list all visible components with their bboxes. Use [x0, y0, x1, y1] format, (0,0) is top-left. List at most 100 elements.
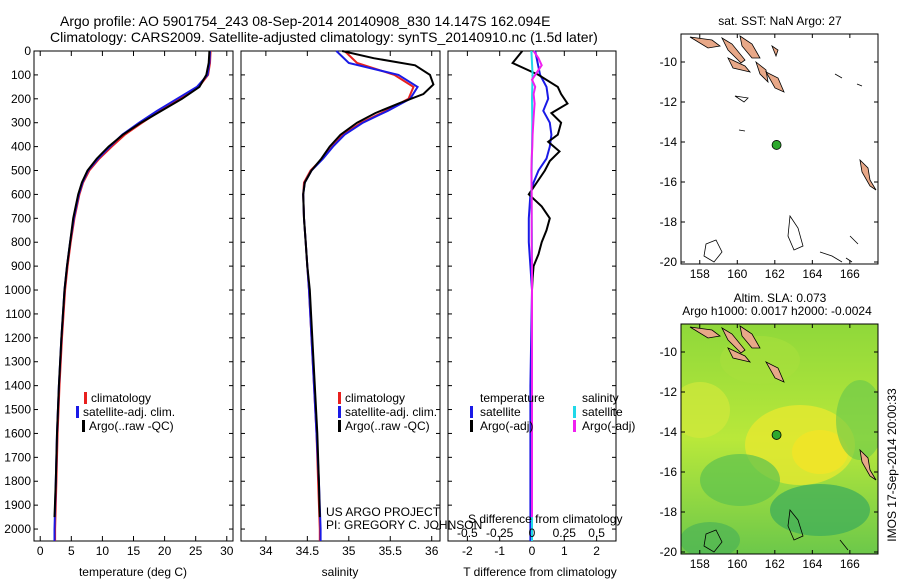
y-tick-label: 600	[11, 187, 31, 201]
x-tick-label: 0	[529, 544, 536, 558]
x-tick-label: 1	[561, 544, 568, 558]
sla-map-title: Altim. SLA: 0.073	[734, 291, 827, 305]
legend-label-climatology: climatology	[345, 391, 405, 405]
y-tick-label: 1100	[5, 307, 31, 321]
x-tick-label: 34	[259, 544, 273, 558]
y-tick-label: 300	[11, 116, 31, 130]
y-tick-label: 100	[11, 68, 31, 82]
t-difference-axis-label: T difference from climatology	[463, 565, 617, 579]
legend-title-temperature: temperature	[480, 391, 545, 405]
x-tick-label: 162	[765, 267, 785, 281]
x-tick-label: 166	[840, 267, 860, 281]
temperature-legend: climatology satellite-adj. clim. Argo(..…	[76, 391, 175, 433]
y-tick-label: -20	[660, 255, 678, 269]
x-tick-label: 5	[68, 544, 75, 558]
y-tick-label: 0	[24, 44, 31, 58]
sla-map-axes: 158 160 162 164 166 -10 -12 -14 -16 -18 -20	[660, 324, 878, 571]
series-line-salinity-argo-adj-	[530, 50, 543, 518]
legend-swatch-temp-satellite	[470, 406, 473, 418]
sst-map-frame	[680, 33, 879, 265]
y-tick-label: 200	[11, 92, 31, 106]
legend-label-climatology: climatology	[91, 391, 151, 405]
s-difference-axis-label: S difference from climatology	[468, 512, 623, 526]
legend-label-argo: Argo(..raw -QC)	[89, 419, 174, 433]
x-tick-label: 34.5	[296, 544, 320, 558]
y-tick-label: -10	[660, 55, 678, 69]
legend-label-argo: Argo(..raw -QC)	[345, 419, 430, 433]
sla-map-frame	[680, 323, 879, 555]
x-tick-label: 2	[593, 544, 600, 558]
x-tick-label: 20	[158, 544, 172, 558]
s-difference-ticks: -0.5 -0.25 0 0.25 0.5	[457, 526, 605, 540]
y-tick-label: -14	[660, 135, 678, 149]
legend-title-salinity: salinity	[582, 391, 619, 405]
x-tick-label: 158	[690, 267, 710, 281]
x-tick-label: 160	[727, 557, 747, 571]
series-line-argo-raw-qc-	[53, 50, 211, 518]
series-line-temperature-argo-adj-	[511, 50, 569, 291]
y-tick-label: -10	[660, 345, 678, 359]
x-tick-label: -2	[462, 544, 473, 558]
y-tick-label: 1700	[4, 450, 31, 464]
sst-map-title: sat. SST: NaN Argo: 27	[718, 14, 842, 28]
sla-map-field	[681, 324, 878, 554]
y-tick-label: -18	[660, 215, 678, 229]
x-tick-label: 162	[765, 557, 785, 571]
temperature-series	[53, 50, 212, 541]
y-tick-label: 2000	[4, 522, 31, 536]
project-label: US ARGO PROJECT	[326, 505, 441, 519]
series-line-satellite-adj-clim-	[302, 50, 419, 541]
figure-title-line2: Climatology: CARS2009. Satellite-adjuste…	[50, 29, 598, 45]
y-tick-label: 1400	[4, 379, 31, 393]
legend-swatch-sal-satellite	[573, 406, 576, 418]
argo-float-marker	[771, 430, 782, 440]
salinity-axes: 34 34.5 35 35.5 36	[241, 50, 440, 558]
legend-label-satellite: satellite-adj. clim.	[83, 405, 175, 419]
salinity-axis-label: salinity	[322, 565, 359, 579]
x-tick-label: 35	[342, 544, 356, 558]
x-tick-label: 36	[425, 544, 439, 558]
sla-map-subtitle: Argo h1000: 0.0017 h2000: -0.0024	[682, 304, 872, 318]
legend-swatch-satellite	[76, 406, 79, 418]
y-tick-label: 1800	[4, 474, 31, 488]
x-tick-label: 160	[727, 267, 747, 281]
legend-swatch-climatology	[338, 392, 341, 404]
legend-swatch-sal-argo	[573, 420, 576, 432]
difference-series	[511, 50, 569, 541]
series-line-argo-raw-qc-	[302, 50, 435, 518]
legend-label-temp-satellite: satellite	[480, 405, 521, 419]
y-tick-label: 400	[11, 140, 31, 154]
difference-legend: temperature satellite Argo(-adj) salinit…	[470, 391, 635, 433]
temperature-axes: 0 5 10 15 20 25 300100200300400500600700800900…	[4, 44, 233, 558]
sst-map-coastlines	[689, 35, 877, 263]
x-tick-label: 25	[189, 544, 203, 558]
x-tick-label: 164	[802, 267, 822, 281]
s-tick-label: 0.5	[588, 526, 605, 540]
x-tick-label: 166	[840, 557, 860, 571]
y-tick-label: 800	[11, 235, 31, 249]
legend-label-sal-satellite: satellite	[582, 405, 623, 419]
series-line-satellite-adj-clim-	[53, 50, 211, 541]
x-tick-label: 30	[220, 544, 234, 558]
y-tick-label: -12	[660, 95, 678, 109]
salinity-series	[302, 50, 435, 541]
y-tick-label: 500	[11, 164, 31, 178]
y-tick-label: 1300	[4, 355, 31, 369]
y-tick-label: 1200	[4, 331, 31, 345]
x-tick-label: 158	[690, 557, 710, 571]
legend-swatch-satellite	[338, 406, 341, 418]
legend-swatch-argo	[338, 420, 341, 432]
x-tick-label: 0	[37, 544, 44, 558]
series-line-climatology	[54, 50, 212, 541]
figure-title-line1: Argo profile: AO 5901754_243 08-Sep-2014…	[60, 13, 550, 29]
y-tick-label: 900	[11, 259, 31, 273]
y-tick-label: 1900	[4, 498, 31, 512]
sst-map-axes: 158 160 162 164 166 -10 -12 -14 -16 -18 -20	[660, 34, 878, 281]
s-tick-label: 0	[529, 526, 536, 540]
y-tick-label: -16	[660, 175, 678, 189]
s-tick-label: 0.25	[553, 526, 577, 540]
salinity-legend: climatology satellite-adj. clim. Argo(..…	[338, 391, 437, 433]
legend-swatch-temp-argo	[470, 420, 473, 432]
legend-label-sal-argo: Argo(-adj)	[582, 419, 635, 433]
